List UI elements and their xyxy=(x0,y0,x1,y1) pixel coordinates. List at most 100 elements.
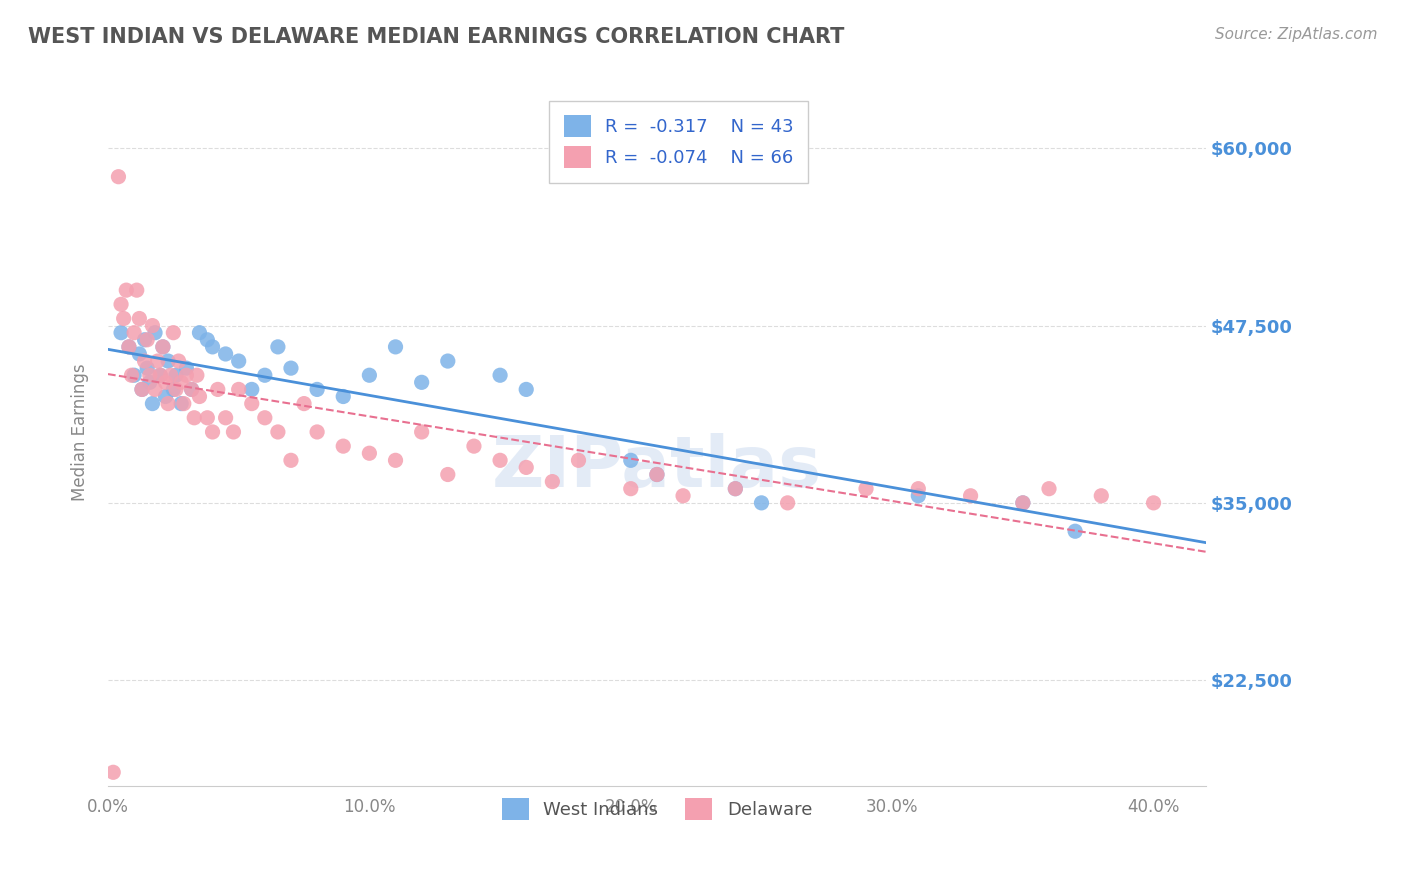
Point xyxy=(112,311,135,326)
Point xyxy=(180,383,202,397)
Point xyxy=(201,340,224,354)
Point xyxy=(139,376,162,390)
Point xyxy=(176,368,198,383)
Point xyxy=(332,439,354,453)
Point xyxy=(436,467,458,482)
Point xyxy=(332,390,354,404)
Point xyxy=(128,311,150,326)
Point xyxy=(165,383,187,397)
Point xyxy=(201,425,224,439)
Point xyxy=(253,368,276,383)
Point xyxy=(751,496,773,510)
Legend: West Indians, Delaware: West Indians, Delaware xyxy=(488,783,827,834)
Point xyxy=(103,765,125,780)
Point xyxy=(131,383,153,397)
Point xyxy=(167,354,190,368)
Point xyxy=(645,467,668,482)
Point xyxy=(115,283,138,297)
Point xyxy=(384,340,406,354)
Point xyxy=(131,383,153,397)
Point xyxy=(176,361,198,376)
Point xyxy=(162,326,184,340)
Point xyxy=(118,340,141,354)
Point xyxy=(134,354,156,368)
Point xyxy=(155,390,177,404)
Point xyxy=(149,368,172,383)
Point xyxy=(180,383,202,397)
Point xyxy=(149,368,172,383)
Text: WEST INDIAN VS DELAWARE MEDIAN EARNINGS CORRELATION CHART: WEST INDIAN VS DELAWARE MEDIAN EARNINGS … xyxy=(28,27,845,46)
Point xyxy=(907,482,929,496)
Point xyxy=(157,396,180,410)
Point xyxy=(384,453,406,467)
Point xyxy=(195,410,218,425)
Point xyxy=(267,425,290,439)
Point xyxy=(307,425,329,439)
Point xyxy=(959,489,981,503)
Point xyxy=(222,425,245,439)
Point xyxy=(359,368,381,383)
Point xyxy=(125,283,148,297)
Point xyxy=(776,496,799,510)
Point xyxy=(1090,489,1112,503)
Point xyxy=(307,383,329,397)
Point xyxy=(139,368,162,383)
Point xyxy=(541,475,564,489)
Point xyxy=(620,453,643,467)
Point xyxy=(152,340,174,354)
Point xyxy=(1142,496,1164,510)
Point xyxy=(107,169,129,184)
Point xyxy=(411,376,433,390)
Point xyxy=(122,368,145,383)
Point xyxy=(136,333,159,347)
Point xyxy=(240,383,263,397)
Point xyxy=(489,453,512,467)
Point xyxy=(489,368,512,383)
Point xyxy=(463,439,485,453)
Point xyxy=(110,297,132,311)
Point xyxy=(136,361,159,376)
Point xyxy=(672,489,695,503)
Point xyxy=(134,333,156,347)
Point xyxy=(724,482,747,496)
Point xyxy=(128,347,150,361)
Point xyxy=(143,326,166,340)
Point xyxy=(1038,482,1060,496)
Point xyxy=(165,368,187,383)
Point xyxy=(162,383,184,397)
Point xyxy=(188,390,211,404)
Point xyxy=(143,383,166,397)
Point xyxy=(110,326,132,340)
Point xyxy=(214,347,236,361)
Point xyxy=(359,446,381,460)
Point xyxy=(159,368,181,383)
Point xyxy=(645,467,668,482)
Point xyxy=(146,354,169,368)
Point xyxy=(141,396,163,410)
Point xyxy=(411,425,433,439)
Point xyxy=(240,396,263,410)
Point xyxy=(724,482,747,496)
Point xyxy=(1012,496,1035,510)
Point xyxy=(122,326,145,340)
Point xyxy=(567,453,589,467)
Point xyxy=(121,368,143,383)
Point xyxy=(207,383,229,397)
Y-axis label: Median Earnings: Median Earnings xyxy=(72,363,89,500)
Point xyxy=(155,376,177,390)
Point xyxy=(620,482,643,496)
Point xyxy=(173,396,195,410)
Point xyxy=(170,396,193,410)
Point xyxy=(280,453,302,467)
Point xyxy=(228,354,250,368)
Point xyxy=(267,340,290,354)
Text: Source: ZipAtlas.com: Source: ZipAtlas.com xyxy=(1215,27,1378,42)
Point xyxy=(186,368,208,383)
Point xyxy=(152,340,174,354)
Point xyxy=(280,361,302,376)
Point xyxy=(292,396,315,410)
Point xyxy=(1064,524,1087,539)
Point xyxy=(1012,496,1035,510)
Point xyxy=(157,354,180,368)
Point xyxy=(515,460,537,475)
